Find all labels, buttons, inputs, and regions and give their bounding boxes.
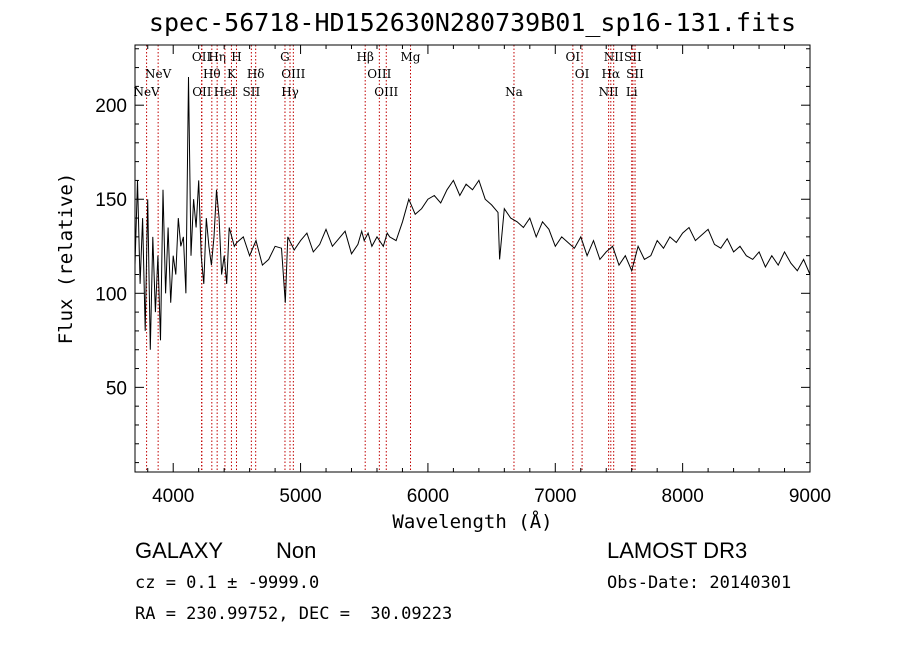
emission-line-label: OIII (367, 67, 391, 81)
survey-name: LAMOST DR3 (607, 538, 748, 563)
emission-line-label: OIII (374, 85, 398, 99)
x-tick-label: 6000 (407, 486, 449, 507)
emission-line-label: Hη (208, 50, 226, 64)
emission-line-label: Hδ (247, 67, 265, 81)
emission-line-label: NII (604, 50, 624, 64)
emission-line-label: Mg (401, 50, 421, 64)
emission-line-label: Hα (602, 67, 621, 81)
object-subclass: Non (276, 538, 317, 563)
x-tick-label: 4000 (152, 486, 194, 507)
plot-frame (134, 44, 811, 473)
object-class: GALAXY (135, 538, 224, 563)
emission-line-label: OI (575, 67, 590, 81)
spectrum-series (134, 76, 811, 350)
x-axis: 4000 5000 6000 7000 8000 9000 (147, 45, 831, 507)
x-tick-label: 7000 (534, 486, 576, 507)
y-tick-label: 200 (95, 96, 127, 117)
emission-line-label: NII (599, 85, 619, 99)
x-tick-label: 8000 (662, 486, 704, 507)
emission-line-label: SII (626, 67, 644, 81)
coordinates: RA = 230.99752, DEC = 30.09223 (135, 604, 453, 624)
emission-line-label: NeV (133, 85, 160, 99)
emission-line-label: Hγ (281, 85, 299, 99)
x-axis-label: Wavelength (Å) (392, 510, 552, 533)
emission-line-label: NeV (145, 67, 172, 81)
y-axis: 50 100 150 200 (95, 48, 810, 464)
emission-line-label: OII (192, 85, 212, 99)
y-axis-label: Flux (relative) (55, 173, 77, 345)
emission-line-label: H (231, 50, 241, 64)
emission-line-label: K (227, 67, 237, 81)
y-tick-label: 50 (106, 378, 127, 399)
x-tick-label: 5000 (279, 486, 321, 507)
emission-line-label: SII (243, 85, 261, 99)
spectrum-line (134, 76, 811, 350)
emission-line-label: OIII (281, 67, 305, 81)
emission-line-label: Hθ (203, 67, 221, 81)
obs-date: Obs-Date: 20140301 (607, 573, 792, 593)
y-tick-label: 150 (95, 190, 127, 211)
emission-line-label: G (280, 50, 290, 64)
emission-line-label: Li (626, 85, 638, 99)
emission-line-label: HeI (214, 85, 237, 99)
emission-line-label: Hβ (356, 50, 373, 64)
emission-line-label: OI (566, 50, 581, 64)
cz-value: cz = 0.1 ± -9999.0 (135, 573, 320, 593)
y-tick-label: 100 (95, 284, 127, 305)
emission-line-label: Na (505, 85, 523, 99)
emission-line-label: SII (624, 50, 642, 64)
x-tick-label: 9000 (789, 486, 831, 507)
chart-title: spec-56718-HD152630N280739B01_sp16-131.f… (148, 8, 797, 37)
